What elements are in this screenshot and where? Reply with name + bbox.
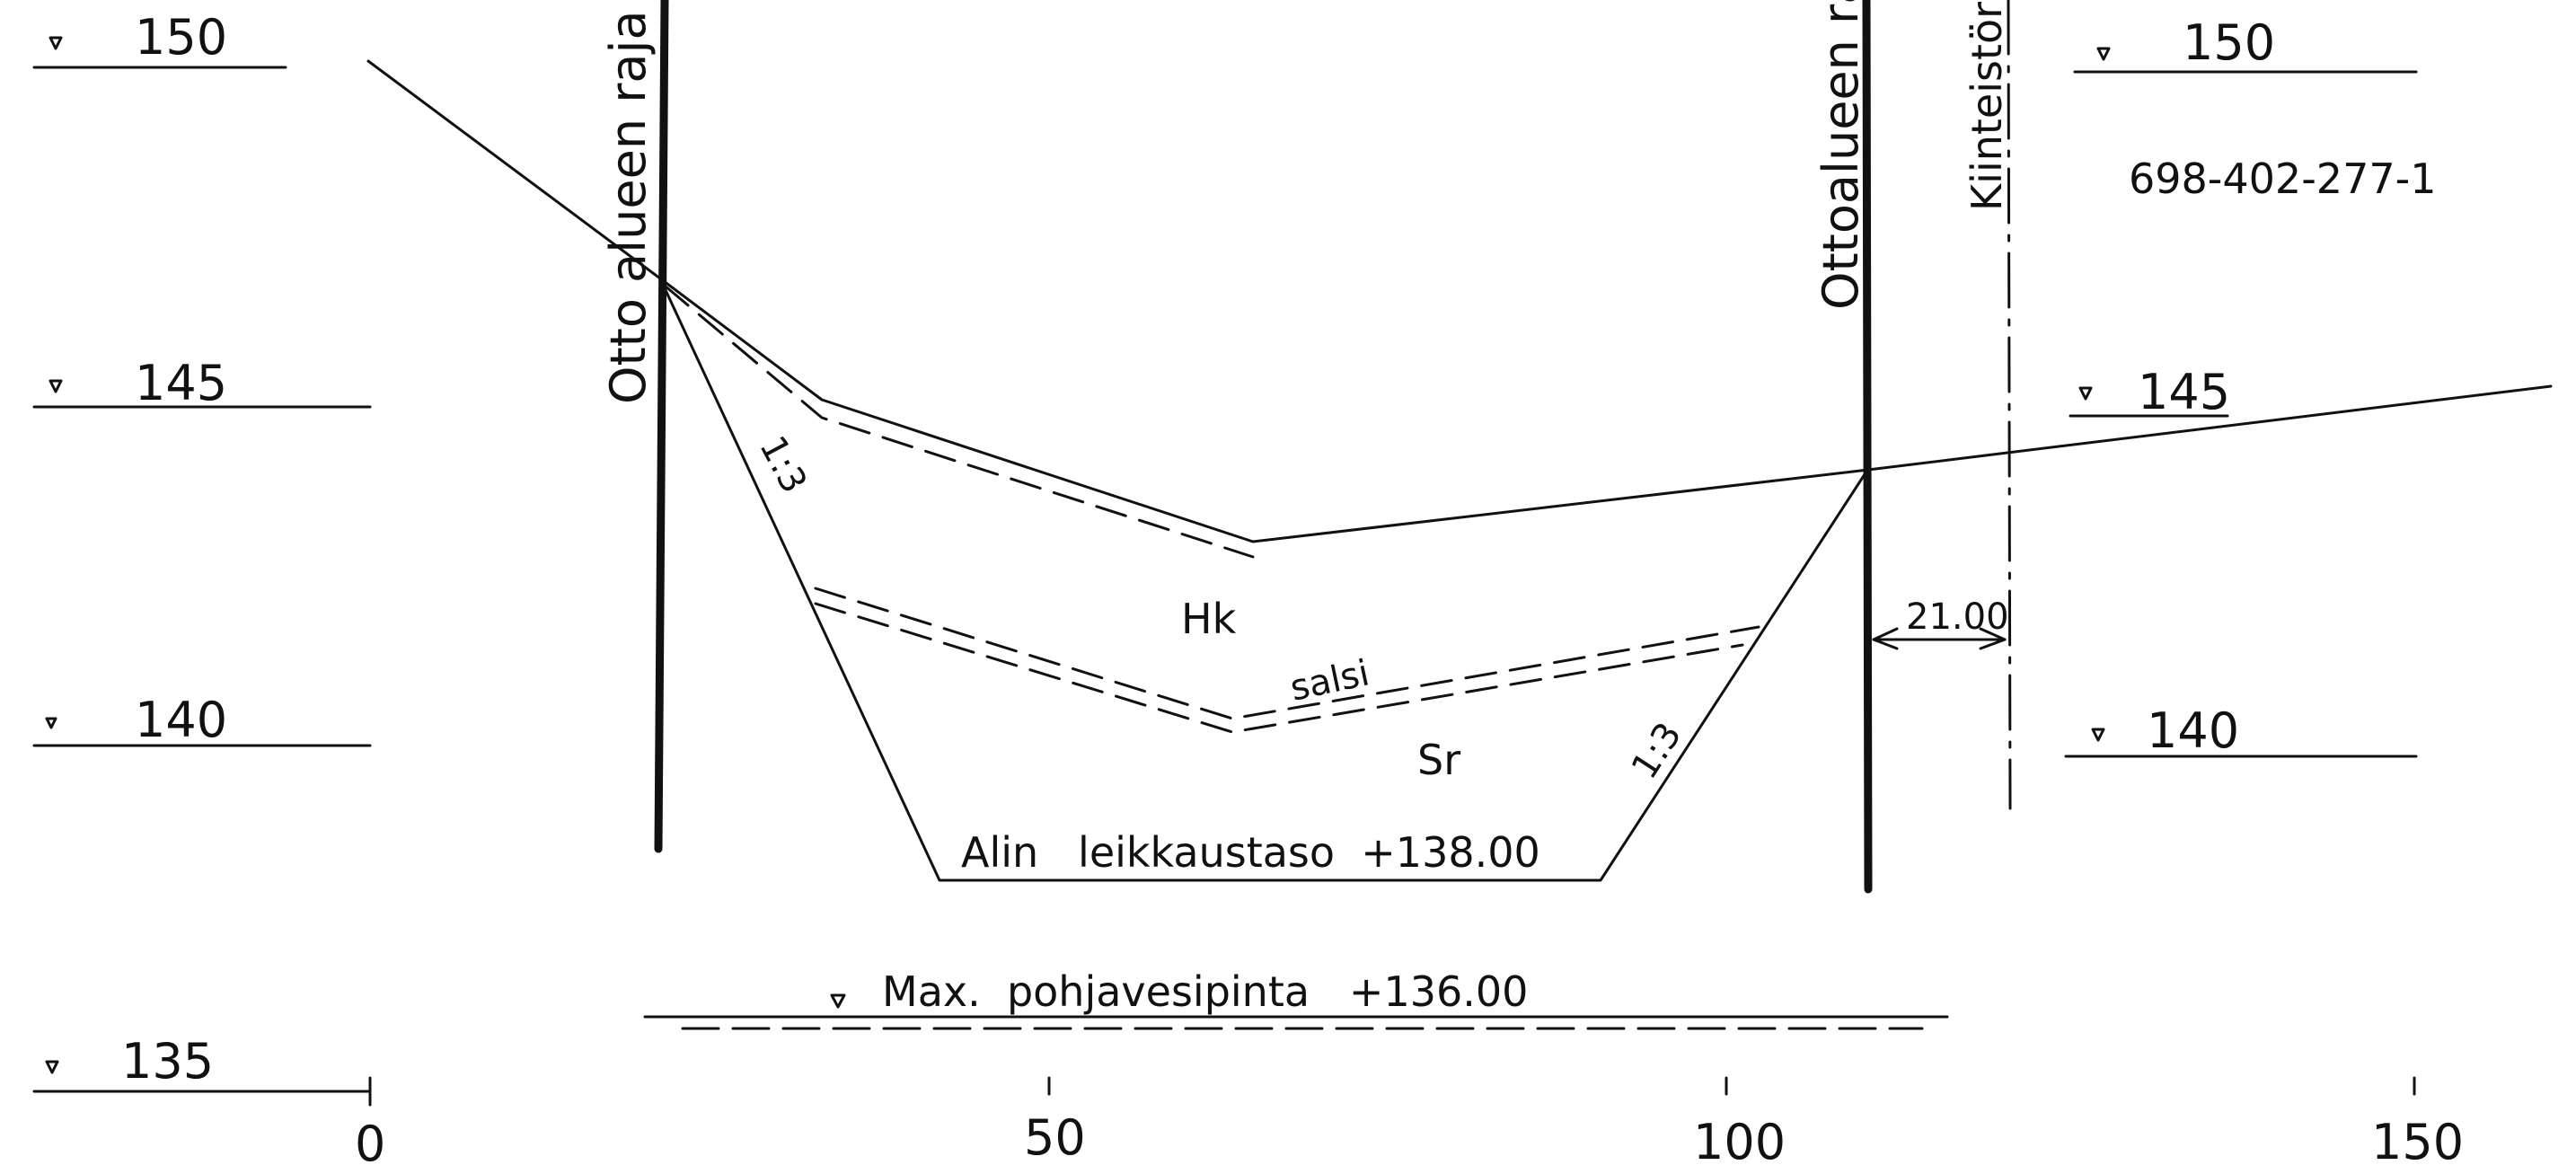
elevation-triangle-icon	[49, 379, 63, 393]
soil-label-top: Hk	[1181, 595, 1237, 643]
elevation-label-150-left: 150	[135, 9, 227, 66]
slope-label-right: 1:3	[1624, 715, 1690, 786]
chainage-label-150: 150	[2371, 1114, 2464, 1170]
ground-surface-line	[366, 59, 2553, 543]
soil-boundary-upper-dashed	[814, 587, 1760, 720]
property-boundary-label: Kiinteistöraja	[1963, 0, 2011, 211]
chainage-label-0: 0	[355, 1116, 385, 1172]
groundwater-triangle-icon	[830, 993, 846, 1009]
elevation-markers-right: 150 145 140	[2064, 14, 2418, 759]
arrow-right-icon	[1979, 627, 2007, 650]
offset-label: 21.00	[1906, 596, 2009, 638]
chainage-axis: 0 50 100 150	[355, 1076, 2464, 1172]
elevation-label-145-right: 145	[2138, 364, 2230, 420]
elevation-triangle-icon	[2096, 47, 2111, 61]
soil-label-bottom: Sr	[1417, 736, 1460, 784]
topsoil-dashed-line	[663, 284, 1255, 559]
elevation-label-140-left: 140	[135, 692, 227, 748]
arrow-left-icon	[1872, 627, 1899, 650]
left-boundary-label: Otto alueen raja	[600, 10, 657, 404]
cut-level-label: Alin leikkaustaso +138.00	[961, 828, 1540, 877]
elevation-label-135-left: 135	[121, 1033, 214, 1090]
groundwater-label: Max. pohjavesipinta +136.00	[882, 967, 1528, 1016]
elevation-triangle-icon	[49, 36, 63, 50]
slope-label-left: 1:3	[751, 429, 815, 499]
chainage-label-100: 100	[1693, 1114, 1786, 1170]
elevation-triangle-icon	[45, 717, 57, 729]
excavation-outline	[658, 277, 1868, 882]
elevation-triangle-icon	[45, 1060, 59, 1074]
left-boundary-line	[654, 0, 669, 853]
elevation-label-145-left: 145	[135, 355, 227, 411]
property-boundary-line	[2007, 0, 2012, 810]
right-boundary-line	[1862, 0, 1873, 894]
property-id: 698-402-277-1	[2129, 154, 2436, 203]
soil-boundary-lower-dashed	[814, 602, 1744, 734]
elevation-triangle-icon	[2078, 386, 2093, 401]
right-boundary-label: Ottoalueen raja	[1813, 0, 1869, 310]
chainage-label-50: 50	[1024, 1109, 1086, 1166]
elevation-label-150-right: 150	[2183, 14, 2275, 71]
offset-dimension: 21.00	[1872, 596, 2009, 650]
elevation-markers-left: 150 145 140 135	[32, 9, 372, 1093]
soil-boundary-label: salsi	[1287, 652, 1373, 709]
elevation-triangle-icon	[2091, 728, 2105, 742]
elevation-label-140-right: 140	[2147, 702, 2239, 759]
